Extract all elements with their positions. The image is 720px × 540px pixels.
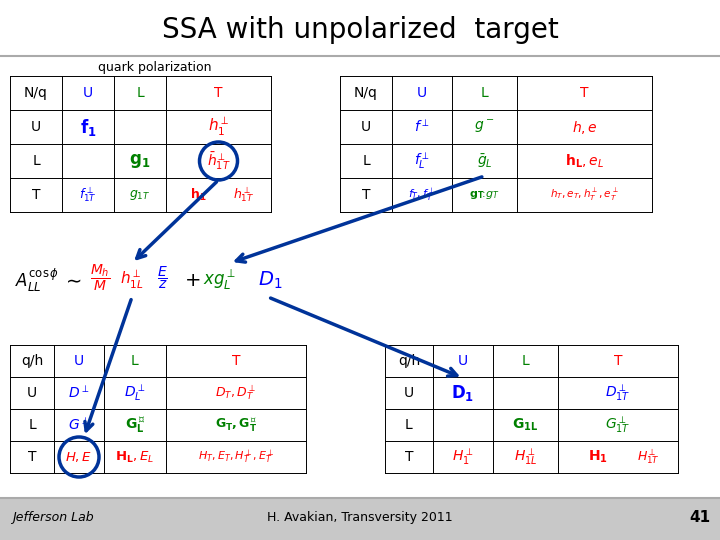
Text: U: U bbox=[361, 120, 371, 134]
Text: $G^\perp$: $G^\perp$ bbox=[68, 417, 90, 433]
Text: $\mathbf{g_1}$: $\mathbf{g_1}$ bbox=[130, 152, 150, 170]
Text: L: L bbox=[136, 86, 144, 100]
Text: $\sim$: $\sim$ bbox=[62, 271, 82, 289]
Text: L: L bbox=[362, 154, 370, 168]
Text: T: T bbox=[361, 188, 370, 202]
Text: SSA with unpolarized  target: SSA with unpolarized target bbox=[161, 16, 559, 44]
Text: $\mathbf{g_T}\!\!:\!g_T$: $\mathbf{g_T}\!\!:\!g_T$ bbox=[469, 189, 500, 201]
Text: $D^\perp$: $D^\perp$ bbox=[68, 384, 90, 401]
Text: T: T bbox=[215, 86, 222, 100]
Text: $\bar{h}_{1T}^\perp$: $\bar{h}_{1T}^\perp$ bbox=[207, 150, 230, 172]
Text: $\mathbf{D_1}$: $\mathbf{D_1}$ bbox=[451, 383, 474, 403]
Text: $xg_L^\perp$: $xg_L^\perp$ bbox=[203, 268, 237, 292]
Text: $D_L^\perp$: $D_L^\perp$ bbox=[124, 383, 146, 403]
Text: $H_{1T}^\perp$: $H_{1T}^\perp$ bbox=[636, 448, 660, 467]
Text: $\mathbf{H_1}$: $\mathbf{H_1}$ bbox=[588, 449, 608, 465]
Text: L: L bbox=[481, 86, 488, 100]
Text: T: T bbox=[613, 354, 622, 368]
Text: $g^-$: $g^-$ bbox=[474, 119, 495, 136]
Text: $\dfrac{E}{z}$: $\dfrac{E}{z}$ bbox=[157, 265, 167, 291]
Text: $H_T, E_T, H_T^\perp, E_T^\perp$: $H_T, E_T, H_T^\perp, E_T^\perp$ bbox=[197, 449, 274, 465]
Text: $A_{LL}^{\cos\phi}$: $A_{LL}^{\cos\phi}$ bbox=[15, 266, 59, 294]
Text: $h_T, e_T, h_T^\perp, e_T^\perp$: $h_T, e_T, h_T^\perp, e_T^\perp$ bbox=[550, 187, 619, 203]
Text: L: L bbox=[405, 418, 413, 432]
Text: $H, E$: $H, E$ bbox=[66, 450, 93, 464]
Text: T: T bbox=[232, 354, 240, 368]
Text: $D_1$: $D_1$ bbox=[258, 269, 282, 291]
FancyBboxPatch shape bbox=[0, 498, 720, 540]
Text: U: U bbox=[404, 386, 414, 400]
Text: $\mathbf{h_L}, e_L$: $\mathbf{h_L}, e_L$ bbox=[565, 152, 604, 170]
Text: $\mathbf{G_{1L}}$: $\mathbf{G_{1L}}$ bbox=[513, 417, 539, 433]
Text: $h_{1L}^\perp$: $h_{1L}^\perp$ bbox=[120, 269, 144, 291]
Text: U: U bbox=[27, 386, 37, 400]
Text: $f^\perp$: $f^\perp$ bbox=[414, 119, 430, 136]
Text: N/q: N/q bbox=[354, 86, 378, 100]
Text: U: U bbox=[83, 86, 93, 100]
Text: $D_{1T}^\perp$: $D_{1T}^\perp$ bbox=[606, 383, 631, 403]
Text: U: U bbox=[31, 120, 41, 134]
Text: $h_1^\perp$: $h_1^\perp$ bbox=[207, 116, 230, 138]
Text: H. Avakian, Transversity 2011: H. Avakian, Transversity 2011 bbox=[267, 510, 453, 523]
Text: L: L bbox=[131, 354, 139, 368]
Text: 41: 41 bbox=[690, 510, 711, 524]
Text: $D_T, D_T^\perp$: $D_T, D_T^\perp$ bbox=[215, 383, 257, 402]
Text: U: U bbox=[458, 354, 468, 368]
Text: T: T bbox=[32, 188, 40, 202]
Text: $\mathbf{H_L}, E_L$: $\mathbf{H_L}, E_L$ bbox=[115, 449, 155, 464]
Text: $H_{1L}^\perp$: $H_{1L}^\perp$ bbox=[514, 447, 537, 467]
Text: q/h: q/h bbox=[21, 354, 43, 368]
Text: U: U bbox=[417, 86, 427, 100]
Text: N/q: N/q bbox=[24, 86, 48, 100]
Text: $H_1^\perp$: $H_1^\perp$ bbox=[452, 447, 474, 467]
Text: quark polarization: quark polarization bbox=[98, 62, 212, 75]
Text: L: L bbox=[521, 354, 529, 368]
Text: $\dfrac{M_h}{M}$: $\dfrac{M_h}{M}$ bbox=[90, 262, 110, 293]
Text: $\mathbf{G_T, G_T^\perp}$: $\mathbf{G_T, G_T^\perp}$ bbox=[215, 416, 257, 434]
Text: T: T bbox=[580, 86, 589, 100]
Text: L: L bbox=[32, 154, 40, 168]
Text: $\mathbf{h_1}$: $\mathbf{h_1}$ bbox=[190, 187, 207, 203]
Text: $f_L^\perp$: $f_L^\perp$ bbox=[414, 151, 430, 171]
Text: $h_{1T}^\perp$: $h_{1T}^\perp$ bbox=[233, 186, 254, 204]
Text: $f_{1T}^\perp$: $f_{1T}^\perp$ bbox=[79, 186, 97, 204]
Text: $G_{1T}^\perp$: $G_{1T}^\perp$ bbox=[606, 415, 631, 435]
Text: $h, e$: $h, e$ bbox=[572, 118, 598, 136]
Text: L: L bbox=[28, 418, 36, 432]
Text: q/h: q/h bbox=[398, 354, 420, 368]
Text: $+$: $+$ bbox=[184, 271, 200, 289]
Text: $\mathbf{G_L^\perp}$: $\mathbf{G_L^\perp}$ bbox=[125, 415, 145, 435]
Text: T: T bbox=[405, 450, 413, 464]
Text: Jefferson Lab: Jefferson Lab bbox=[12, 510, 94, 523]
Text: T: T bbox=[28, 450, 36, 464]
Text: $f_T, f_T^\perp$: $f_T, f_T^\perp$ bbox=[408, 187, 436, 204]
Text: $g_{1T}$: $g_{1T}$ bbox=[130, 188, 150, 202]
Text: $\mathbf{f_1}$: $\mathbf{f_1}$ bbox=[80, 117, 96, 138]
Text: U: U bbox=[74, 354, 84, 368]
Text: $\bar{g}_L$: $\bar{g}_L$ bbox=[477, 152, 492, 170]
